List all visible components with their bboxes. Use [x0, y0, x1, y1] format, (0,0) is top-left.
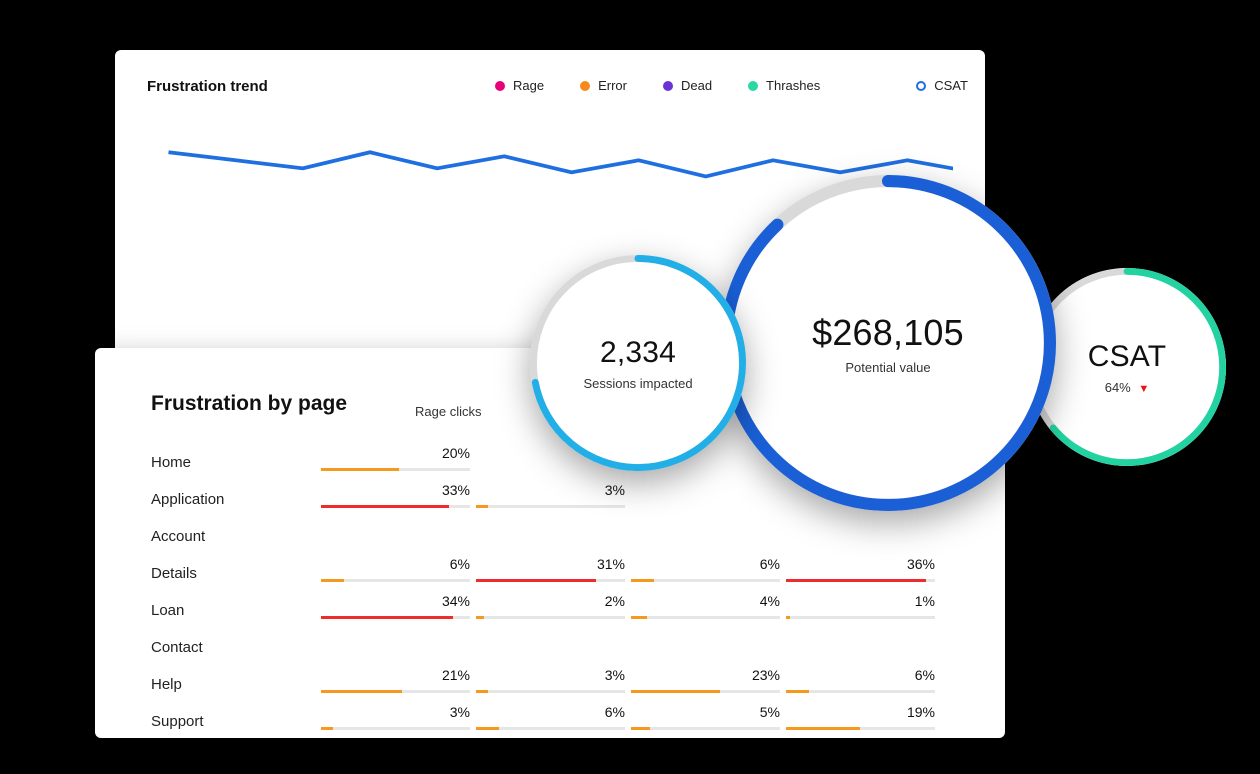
table-cell-value: 23%	[752, 667, 780, 683]
table-cell-value: 34%	[442, 593, 470, 609]
table-cell-value: 20%	[442, 445, 470, 461]
table-row: Help21%3%23%6%	[151, 666, 949, 703]
sessions-impacted-value: 2,334	[600, 336, 676, 370]
sessions-impacted-label: Sessions impacted	[583, 376, 692, 391]
table-cell-value: 4%	[760, 593, 780, 609]
table-cell: 21%	[321, 671, 476, 699]
table-cell	[476, 634, 631, 662]
legend-rage: Rage	[495, 78, 544, 93]
table-row-label: Home	[151, 454, 321, 471]
table-cell-value: 2%	[605, 593, 625, 609]
table-cell-value: 19%	[907, 704, 935, 720]
table-cell: 36%	[786, 560, 941, 588]
table-row-label: Application	[151, 491, 321, 508]
potential-value-widget: $268,105 Potential value	[720, 175, 1056, 511]
trend-legend: Rage Error Dead Thrashes CSAT	[495, 78, 1004, 93]
table-cell-value: 6%	[605, 704, 625, 720]
table-cell: 2%	[476, 597, 631, 625]
table-row-label: Loan	[151, 602, 321, 619]
error-dot-icon	[580, 81, 590, 91]
table-cell: 6%	[786, 671, 941, 699]
table-cell: 19%	[786, 708, 941, 736]
legend-error-label: Error	[598, 78, 627, 93]
legend-error: Error	[580, 78, 627, 93]
csat-title: CSAT	[1088, 340, 1167, 374]
table-row-label: Help	[151, 676, 321, 693]
table-cell: 34%	[321, 597, 476, 625]
legend-thrashes-label: Thrashes	[766, 78, 820, 93]
table-cell	[631, 634, 786, 662]
table-row: Account	[151, 518, 949, 555]
table-cell: 5%	[631, 708, 786, 736]
table-row-label: Details	[151, 565, 321, 582]
table-cell-value: 3%	[605, 667, 625, 683]
table-row: Details6%31%6%36%	[151, 555, 949, 592]
table-cell-value: 3%	[450, 704, 470, 720]
table-cell-value: 6%	[450, 556, 470, 572]
sessions-impacted-widget: 2,334 Sessions impacted	[530, 255, 746, 471]
table-cell-value: 31%	[597, 556, 625, 572]
table-cell: 4%	[631, 597, 786, 625]
csat-percent: 64% ▼	[1105, 380, 1150, 395]
potential-value-value: $268,105	[812, 312, 964, 354]
table-cell-value: 6%	[760, 556, 780, 572]
table-row: Support3%6%5%19%	[151, 703, 949, 740]
trend-down-icon: ▼	[1138, 383, 1149, 395]
table-cell	[786, 523, 941, 551]
table-cell	[631, 486, 786, 514]
legend-csat: CSAT	[916, 78, 968, 93]
rage-dot-icon	[495, 81, 505, 91]
table-cell: 1%	[786, 597, 941, 625]
table-cell-value: 1%	[915, 593, 935, 609]
legend-rage-label: Rage	[513, 78, 544, 93]
potential-value-label: Potential value	[845, 360, 930, 375]
table-cell-value: 5%	[760, 704, 780, 720]
table-cell	[786, 634, 941, 662]
table-row-label: Support	[151, 713, 321, 730]
table-cell: 3%	[321, 708, 476, 736]
table-cell: 31%	[476, 560, 631, 588]
table-cell-value: 36%	[907, 556, 935, 572]
table-row-label: Account	[151, 528, 321, 545]
table-cell-value: 21%	[442, 667, 470, 683]
table-cell-value: 33%	[442, 482, 470, 498]
legend-csat-label: CSAT	[934, 78, 968, 93]
dead-dot-icon	[663, 81, 673, 91]
table-cell	[476, 523, 631, 551]
csat-percent-value: 64%	[1105, 380, 1131, 395]
table-cell: 3%	[476, 671, 631, 699]
table-cell: 3%	[476, 486, 631, 514]
table-cell	[631, 523, 786, 551]
table-cell: 23%	[631, 671, 786, 699]
table-row-label: Contact	[151, 639, 321, 656]
thrashes-dot-icon	[748, 81, 758, 91]
legend-thrashes: Thrashes	[748, 78, 820, 93]
table-cell: 33%	[321, 486, 476, 514]
table-cell	[321, 523, 476, 551]
table-cell: 6%	[321, 560, 476, 588]
table-cell	[321, 634, 476, 662]
table-cell: 6%	[631, 560, 786, 588]
csat-ring-icon	[916, 81, 926, 91]
table-cell: 6%	[476, 708, 631, 736]
csat-widget: CSAT 64% ▼	[1028, 268, 1226, 466]
table-row: Loan34%2%4%1%	[151, 592, 949, 629]
table-header-rage: Rage clicks	[415, 404, 481, 419]
table-cell-value: 6%	[915, 667, 935, 683]
table-cell: 20%	[321, 449, 476, 477]
table-cell-value: 3%	[605, 482, 625, 498]
legend-dead: Dead	[663, 78, 712, 93]
legend-dead-label: Dead	[681, 78, 712, 93]
table-row: Contact	[151, 629, 949, 666]
